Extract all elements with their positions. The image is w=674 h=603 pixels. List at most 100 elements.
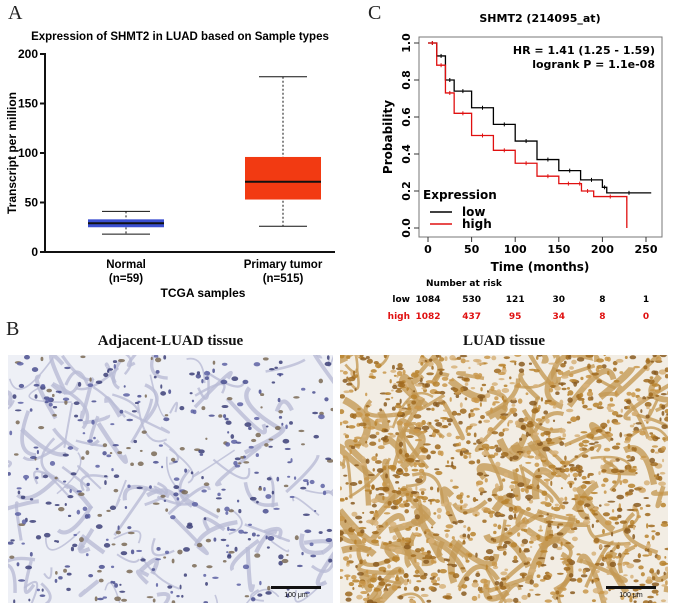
cell xyxy=(633,447,637,452)
cell xyxy=(632,430,640,434)
cell xyxy=(119,409,124,414)
cell xyxy=(417,396,424,400)
cell xyxy=(14,512,22,516)
cell xyxy=(228,550,235,554)
cell xyxy=(606,572,610,576)
cell xyxy=(394,548,403,555)
cell xyxy=(387,464,395,470)
cell xyxy=(407,377,414,380)
cell xyxy=(536,561,543,566)
cell xyxy=(570,591,576,595)
tissue-fiber xyxy=(43,567,53,580)
cell xyxy=(104,475,108,478)
cell xyxy=(304,591,311,595)
cell xyxy=(497,372,506,376)
cell xyxy=(356,594,363,600)
cell xyxy=(560,375,569,379)
cell xyxy=(653,474,658,478)
cell xyxy=(614,556,621,559)
cell xyxy=(619,520,628,524)
cell xyxy=(216,508,221,513)
cell xyxy=(85,450,90,456)
cell xyxy=(403,544,411,550)
cell xyxy=(596,365,604,369)
cell xyxy=(503,356,511,360)
cell xyxy=(648,550,653,557)
cell xyxy=(570,355,578,359)
cell xyxy=(378,581,386,586)
cell xyxy=(250,597,256,602)
cell xyxy=(260,406,263,409)
cell xyxy=(328,558,333,563)
cell xyxy=(365,569,369,574)
tissue-fiber xyxy=(16,475,60,501)
cell xyxy=(661,411,665,416)
cell xyxy=(518,417,525,423)
cell xyxy=(470,409,474,413)
cell xyxy=(594,441,599,444)
cell xyxy=(285,424,288,430)
cell xyxy=(155,370,160,374)
cell xyxy=(391,585,398,591)
cell xyxy=(39,594,46,598)
cell xyxy=(526,561,530,564)
cell xyxy=(442,409,449,412)
cell xyxy=(29,408,33,412)
cell xyxy=(471,582,479,588)
tissue-fiber xyxy=(171,515,209,556)
cell xyxy=(609,426,612,432)
cell xyxy=(31,367,39,373)
cell xyxy=(127,484,131,488)
cell xyxy=(410,493,414,498)
cell xyxy=(395,576,400,582)
cell xyxy=(342,378,348,383)
cell xyxy=(423,559,430,564)
cell xyxy=(414,383,423,387)
cell xyxy=(450,365,458,369)
cell xyxy=(395,389,403,393)
cell xyxy=(349,449,352,455)
cell xyxy=(398,487,401,490)
cell xyxy=(351,574,357,580)
cell xyxy=(486,596,493,600)
cell xyxy=(495,587,499,591)
cell xyxy=(612,360,618,366)
cell xyxy=(580,574,588,578)
cell xyxy=(552,419,556,423)
cell xyxy=(540,563,547,567)
cell xyxy=(76,490,82,493)
cell xyxy=(575,519,580,524)
cell xyxy=(473,432,477,438)
cell xyxy=(69,489,72,493)
cell xyxy=(115,530,121,535)
cell xyxy=(260,393,265,396)
cell xyxy=(398,568,402,573)
cell xyxy=(629,597,633,603)
cell xyxy=(512,510,518,514)
cell xyxy=(403,573,409,579)
cell xyxy=(564,455,567,461)
cell xyxy=(271,490,275,495)
cell xyxy=(622,562,626,567)
cell xyxy=(494,444,499,448)
cell xyxy=(461,591,467,596)
cell xyxy=(394,404,402,409)
tissue-fiber xyxy=(341,455,353,499)
cell xyxy=(256,500,259,504)
cell xyxy=(646,576,652,580)
cell xyxy=(529,535,538,542)
cell xyxy=(535,355,539,360)
cell xyxy=(380,437,387,441)
cell xyxy=(367,537,375,540)
cell xyxy=(654,437,661,440)
cell xyxy=(48,402,53,407)
cell xyxy=(544,599,552,603)
cell xyxy=(431,431,437,438)
cell xyxy=(199,453,204,456)
cell xyxy=(265,494,272,499)
cell xyxy=(85,553,89,557)
cell xyxy=(583,444,588,447)
cell xyxy=(463,576,470,582)
cell xyxy=(201,475,204,480)
cell xyxy=(492,595,497,600)
